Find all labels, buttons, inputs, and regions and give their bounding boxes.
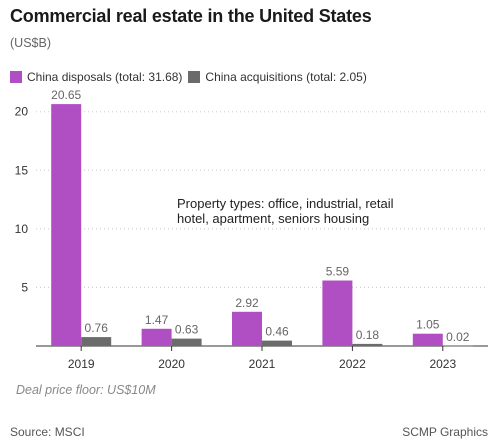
x-tick-label-2021: 2021 <box>249 357 276 371</box>
bar-disposals-2019 <box>51 104 82 346</box>
deal-price-note: Deal price floor: US$10M <box>16 383 156 397</box>
x-tick-label-2019: 2019 <box>68 357 95 371</box>
bar-acquisitions-2019 <box>81 337 112 346</box>
data-label-disposals-2019: 20.65 <box>51 88 81 102</box>
chart-title: Commercial real estate in the United Sta… <box>10 6 372 26</box>
data-label-acquisitions-2023: 0.02 <box>446 330 470 344</box>
y-tick-label: 5 <box>21 280 28 294</box>
bar-disposals-2022 <box>322 280 353 346</box>
legend-item-disposals: China disposals (total: 31.68) <box>10 70 182 84</box>
data-label-acquisitions-2022: 0.18 <box>356 328 380 342</box>
data-label-acquisitions-2019: 0.76 <box>85 321 109 335</box>
legend-item-acquisitions: China acquisitions (total: 2.05) <box>188 70 367 84</box>
legend-swatch-acquisitions <box>188 71 201 83</box>
data-label-disposals-2022: 5.59 <box>326 265 350 279</box>
bar-acquisitions-2020 <box>171 338 202 346</box>
source-credit: Source: MSCI <box>10 425 85 439</box>
data-label-disposals-2020: 1.47 <box>145 313 169 327</box>
bar-disposals-2020 <box>141 328 172 346</box>
bar-disposals-2023 <box>412 333 443 346</box>
y-tick-label: 20 <box>15 105 29 119</box>
x-tick-label-2020: 2020 <box>158 357 185 371</box>
data-label-disposals-2021: 2.92 <box>235 296 259 310</box>
annotation-line-2: hotel, apartment, seniors housing <box>177 211 369 226</box>
data-label-disposals-2023: 1.05 <box>416 318 440 332</box>
bar-acquisitions-2022 <box>352 343 383 346</box>
legend: China disposals (total: 31.68) China acq… <box>10 70 373 84</box>
x-tick-label-2023: 2023 <box>429 357 456 371</box>
legend-label-disposals: China disposals (total: 31.68) <box>27 70 183 84</box>
x-tick-label-2022: 2022 <box>339 357 366 371</box>
legend-swatch-disposals <box>10 71 22 83</box>
y-tick-label: 10 <box>15 222 29 236</box>
bar-acquisitions-2021 <box>262 340 292 346</box>
legend-label-acquisitions: China acquisitions (total: 2.05) <box>205 70 367 84</box>
annotation-line-1: Property types: office, industrial, reta… <box>177 196 394 211</box>
y-tick-label: 15 <box>15 163 29 177</box>
data-label-acquisitions-2020: 0.63 <box>175 323 199 337</box>
chart-subtitle: (US$B) <box>10 36 51 50</box>
bar-disposals-2021 <box>232 311 262 346</box>
data-label-acquisitions-2021: 0.46 <box>265 325 289 339</box>
publisher-credit: SCMP Graphics <box>402 425 488 439</box>
bar-acquisitions-2023 <box>442 345 473 347</box>
